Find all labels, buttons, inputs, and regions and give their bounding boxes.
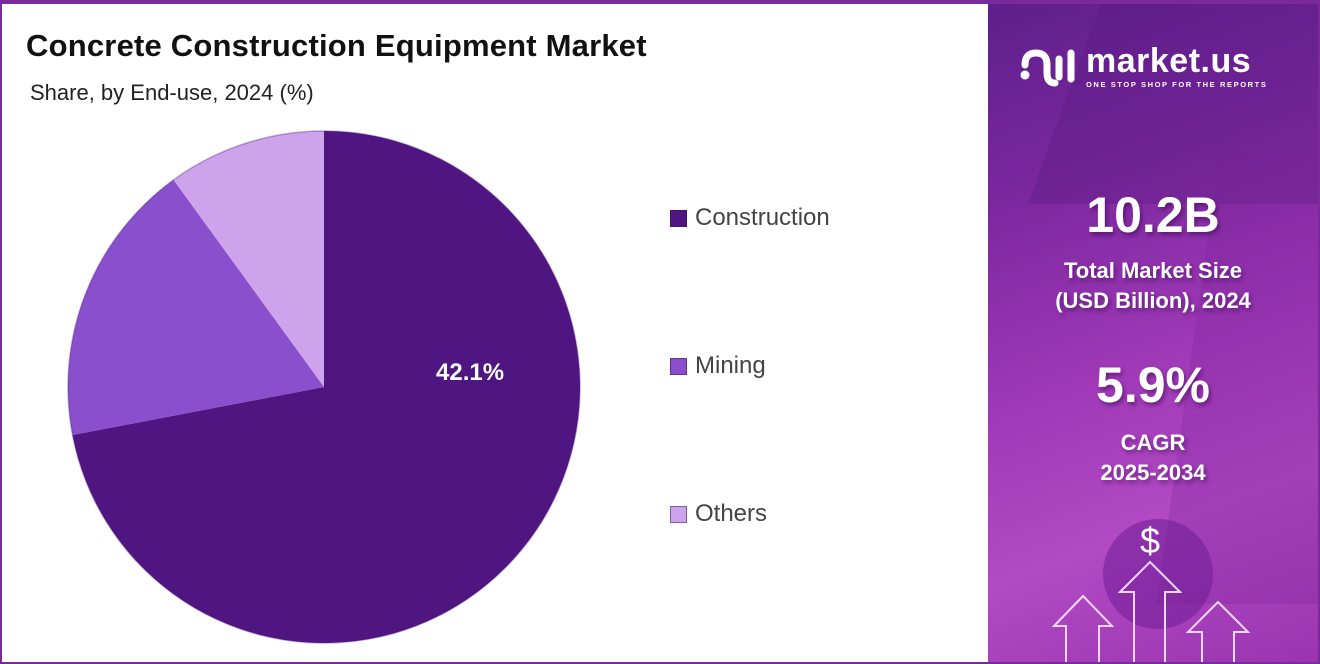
pie-chart [67, 130, 581, 644]
legend-item-mining: Mining [670, 352, 766, 380]
brand-tagline: ONE STOP SHOP FOR THE REPORTS [1086, 80, 1268, 89]
chart-title: Concrete Construction Equipment Market [26, 28, 647, 63]
legend-label: Others [695, 500, 768, 527]
pie-slice-construction [72, 131, 581, 644]
legend-swatch-construction [670, 209, 687, 227]
legend-swatch-others [670, 505, 687, 523]
brand-logo: market.us ONE STOP SHOP FOR THE REPORTS [1018, 44, 1267, 89]
growth-arrows-icon [1051, 560, 1251, 662]
pie-outline [67, 130, 581, 644]
construction-data-label: 42.1% [436, 359, 505, 386]
market-size-label-line1: Total Market Size [1063, 258, 1243, 283]
dollar-icon: $ [1139, 520, 1161, 561]
cagr-label-line2: 2025-2034 [1100, 460, 1206, 485]
pie-slice-others [173, 131, 324, 387]
cagr-label-line1: CAGR [1120, 430, 1186, 455]
pie-slice-mining [67, 179, 324, 435]
legend-label: Construction [695, 204, 830, 231]
cagr-value: 5.9% [1096, 357, 1210, 413]
market-size-label-line2: (USD Billion), 2024 [1055, 288, 1251, 313]
legend-swatch-mining [670, 357, 687, 375]
chart-panel: Concrete Construction Equipment Market S… [2, 4, 986, 662]
market-us-logo-icon [1020, 48, 1075, 86]
background-coin-shape [1103, 519, 1213, 629]
legend-item-others: Others [670, 500, 767, 528]
brand-name: market.us [1086, 42, 1252, 80]
chart-subtitle: Share, by End-use, 2024 (%) [30, 80, 314, 105]
legend-label: Mining [695, 352, 766, 379]
legend-item-construction: Construction [670, 204, 830, 232]
market-size-value: 10.2B [1086, 187, 1220, 243]
stats-sidebar: market.us ONE STOP SHOP FOR THE REPORTS … [988, 4, 1318, 662]
